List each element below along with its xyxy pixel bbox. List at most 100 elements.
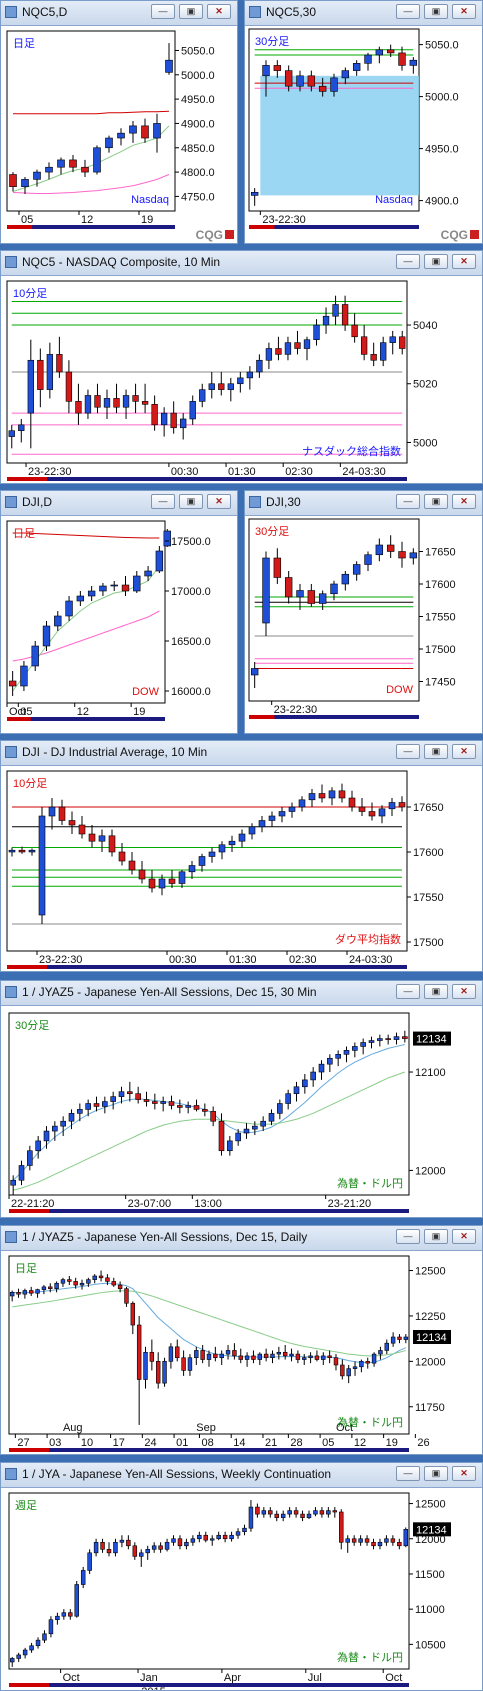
minimize-button[interactable]: — bbox=[396, 744, 420, 759]
session-bar bbox=[249, 225, 419, 229]
y-tick-label: 4950.0 bbox=[181, 94, 215, 106]
close-button[interactable]: ✕ bbox=[452, 1229, 476, 1244]
maximize-button[interactable]: ▣ bbox=[179, 494, 203, 509]
x-tick-label: 24-03:30 bbox=[342, 466, 385, 478]
candle bbox=[162, 1357, 167, 1387]
candle bbox=[143, 1091, 150, 1107]
candle bbox=[333, 1354, 339, 1371]
y-tick-label: 16500.0 bbox=[171, 636, 211, 648]
x-tick-label: 23-21:20 bbox=[328, 1198, 371, 1210]
maximize-icon: ▣ bbox=[431, 256, 441, 266]
candle bbox=[29, 1642, 34, 1653]
close-button[interactable]: ✕ bbox=[452, 494, 476, 509]
close-button[interactable]: ✕ bbox=[452, 4, 476, 19]
x-tick-label: 00:30 bbox=[169, 954, 197, 966]
candle bbox=[293, 1507, 299, 1518]
chart-area[interactable]: 5040 5020 5000 23-22:30 00:30 01:30 02:30 24-03… bbox=[1, 275, 482, 483]
shaded-range bbox=[260, 75, 419, 196]
maximize-button[interactable]: ▣ bbox=[424, 1229, 448, 1244]
title-bar[interactable]: 1 / JYA - Japanese Yen-All Sessions, Wee… bbox=[1, 1463, 482, 1488]
candle bbox=[56, 336, 63, 378]
minimize-button[interactable]: — bbox=[151, 494, 175, 509]
candle bbox=[158, 874, 166, 896]
title-bar[interactable]: DJI,30 — ▣ ✕ bbox=[245, 491, 482, 516]
title-bar[interactable]: 1 / JYAZ5 - Japanese Yen-All Sessions, D… bbox=[1, 1226, 482, 1251]
maximize-button[interactable]: ▣ bbox=[424, 4, 448, 19]
x-tick-label: 23-22:30 bbox=[39, 954, 82, 966]
close-button[interactable]: ✕ bbox=[207, 4, 231, 19]
chart-area[interactable]: 5050.0 5000.0 4950.0 4900.0 4850.0 4800.0 4750… bbox=[1, 25, 237, 243]
close-button[interactable]: ✕ bbox=[207, 494, 231, 509]
candle bbox=[35, 1288, 40, 1298]
candle bbox=[74, 1581, 79, 1618]
candle bbox=[37, 348, 44, 408]
candle bbox=[138, 861, 146, 884]
title-bar[interactable]: NQC5,D — ▣ ✕ bbox=[1, 1, 237, 26]
x-tick-label: 01 bbox=[176, 1437, 188, 1449]
title-bar[interactable]: NQC5 - NASDAQ Composite, 10 Min — ▣ ✕ bbox=[1, 251, 482, 276]
minimize-button[interactable]: — bbox=[396, 984, 420, 999]
candle bbox=[219, 1350, 224, 1365]
title-bar[interactable]: DJI,D — ▣ ✕ bbox=[1, 491, 237, 516]
chart-area[interactable]: 17650 17600 17550 17500 23-22:30 00:30 01:30 02… bbox=[1, 765, 482, 971]
minimize-button[interactable]: — bbox=[396, 1466, 420, 1481]
minimize-button[interactable]: — bbox=[396, 1229, 420, 1244]
close-button[interactable]: ✕ bbox=[452, 254, 476, 269]
y-tick-label: 17550 bbox=[413, 892, 444, 904]
x-tick-label: 01:30 bbox=[228, 466, 256, 478]
minimize-button[interactable]: — bbox=[396, 4, 420, 19]
candle bbox=[358, 798, 366, 816]
title-bar[interactable]: 1 / JYAZ5 - Japanese Yen-All Sessions, D… bbox=[1, 981, 482, 1006]
title-bar[interactable]: DJI - DJ Industrial Average, 10 Min — ▣ ✕ bbox=[1, 741, 482, 766]
candle bbox=[48, 1283, 53, 1293]
x-tick-label: 28 bbox=[290, 1437, 302, 1449]
chart-area[interactable]: 5050.0 5000.0 4950.0 4900.0 23-22:30 30分足 Nasd… bbox=[245, 25, 482, 243]
y-tick-label: 12500 bbox=[415, 1499, 446, 1511]
candle bbox=[275, 336, 282, 361]
candle bbox=[28, 848, 36, 856]
candle bbox=[332, 295, 339, 326]
y-tick-label: 12000 bbox=[415, 1534, 446, 1546]
x-tick-label: 27 bbox=[17, 1437, 29, 1449]
candle bbox=[388, 798, 396, 816]
close-icon: ✕ bbox=[215, 496, 223, 506]
chart-area[interactable]: 17650 17600 17550 17500 17450 23-22:30 30分足 DOW bbox=[245, 515, 482, 733]
close-button[interactable]: ✕ bbox=[452, 984, 476, 999]
candle bbox=[389, 330, 396, 355]
indicator-line-0 bbox=[12, 1043, 405, 1181]
candle bbox=[133, 571, 141, 593]
chart-area[interactable]: 12100 12000 12134 22-21:20 23-07:00 13:00 23-2… bbox=[1, 1005, 482, 1217]
y-tick-label: 11000 bbox=[415, 1604, 445, 1616]
candle bbox=[397, 1334, 402, 1344]
plot-frame bbox=[6, 770, 408, 952]
candle bbox=[318, 590, 327, 610]
close-button[interactable]: ✕ bbox=[452, 744, 476, 759]
minimize-button[interactable]: — bbox=[396, 254, 420, 269]
close-button[interactable]: ✕ bbox=[452, 1466, 476, 1481]
candle bbox=[84, 389, 92, 419]
candle bbox=[313, 1507, 318, 1517]
maximize-button[interactable]: ▣ bbox=[424, 254, 448, 269]
minimize-button[interactable]: — bbox=[151, 4, 175, 19]
maximize-button[interactable]: ▣ bbox=[424, 984, 448, 999]
candle bbox=[165, 43, 173, 75]
candle bbox=[135, 1086, 141, 1104]
candle bbox=[99, 583, 107, 596]
candle bbox=[128, 852, 136, 875]
maximize-button[interactable]: ▣ bbox=[424, 1466, 448, 1481]
y-tick-label: 17600 bbox=[425, 579, 456, 591]
candle bbox=[385, 1034, 391, 1045]
maximize-button[interactable]: ▣ bbox=[179, 4, 203, 19]
maximize-button[interactable]: ▣ bbox=[424, 744, 448, 759]
chart-window-icon bbox=[5, 746, 17, 758]
title-bar[interactable]: NQC5,30 — ▣ ✕ bbox=[245, 1, 482, 26]
candle bbox=[280, 1510, 286, 1522]
x-tick-label: 00:30 bbox=[171, 466, 199, 478]
candle bbox=[151, 1542, 157, 1553]
maximize-button[interactable]: ▣ bbox=[424, 494, 448, 509]
minimize-button[interactable]: — bbox=[396, 494, 420, 509]
chart-area[interactable]: 12500 12000 11500 11000 10500 12134 Oct Jan Apr J… bbox=[1, 1487, 482, 1690]
maximize-icon: ▣ bbox=[431, 746, 441, 756]
chart-area[interactable]: 12500 12250 12000 11750 12134 27 03 10 17 24 01 08 1… bbox=[1, 1250, 482, 1454]
